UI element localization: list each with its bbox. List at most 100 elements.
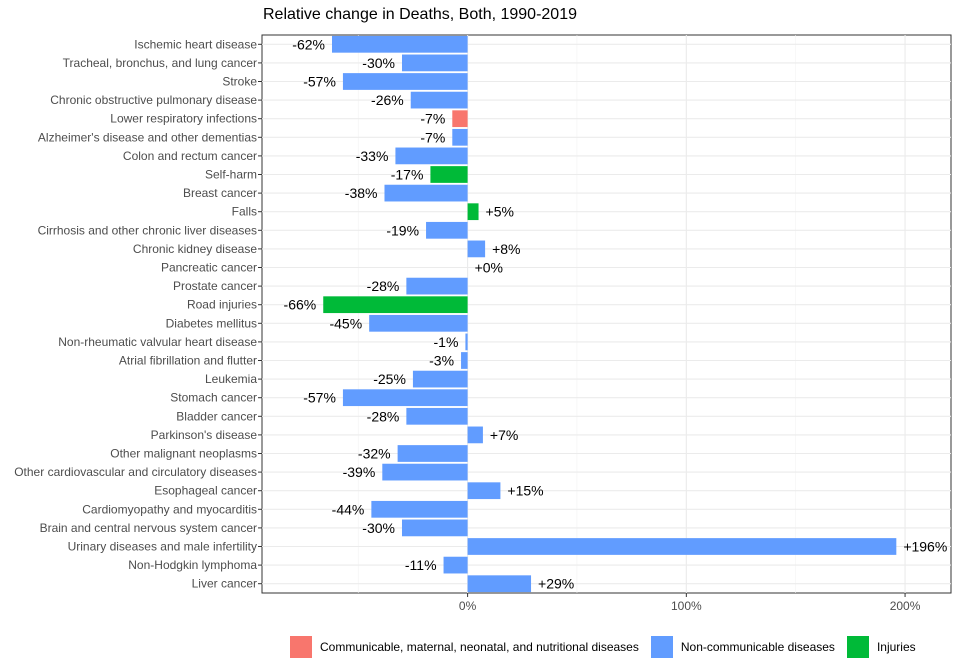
bar [467,575,532,593]
category-label: Other malignant neoplasms [110,447,257,461]
bar [443,556,468,574]
category-label: Pancreatic cancer [161,261,257,275]
data-label: +5% [486,204,514,220]
legend-item-non-communicable: Non-communicable diseases [650,636,835,658]
chart-title: Relative change in Deaths, Both, 1990-20… [263,6,577,23]
data-label: -44% [332,501,365,517]
category-label: Leukemia [205,372,257,386]
data-label: -26% [371,92,404,108]
bar [395,147,468,165]
bar [369,314,468,332]
bar [406,407,468,425]
data-label: -57% [303,74,336,90]
x-tick-label: 200% [890,599,921,613]
data-label: +8% [492,241,520,257]
data-label: +196% [903,539,947,555]
bar [401,519,468,537]
legend-label-non-communicable: Non-communicable diseases [680,640,835,654]
category-label: Self-harm [205,168,257,182]
data-label: -19% [386,222,419,238]
bar [323,296,468,314]
category-label: Esophageal cancer [154,484,257,498]
legend-swatch-communicable [290,636,312,658]
category-label: Liver cancer [192,577,257,591]
category-label: Alzheimer's disease and other dementias [38,130,257,144]
x-tick-label: 100% [671,599,702,613]
bar [426,221,468,239]
bar [382,463,468,481]
data-label: -30% [362,55,395,71]
data-label: -25% [373,371,406,387]
data-label: -28% [367,278,400,294]
data-label: -66% [284,297,317,313]
bar [371,500,468,518]
category-label: Cirrhosis and other chronic liver diseas… [38,223,257,237]
category-label: Non-Hodgkin lymphoma [128,558,257,572]
category-label: Tracheal, bronchus, and lung cancer [63,56,257,70]
bar [452,110,468,128]
category-label: Falls [232,205,257,219]
category-label: Breast cancer [183,186,257,200]
bar [331,35,468,53]
legend-label-communicable: Communicable, maternal, neonatal, and nu… [320,640,639,654]
bar [465,333,468,351]
legend-item-communicable: Communicable, maternal, neonatal, and nu… [290,636,639,658]
bar [401,54,468,72]
bar-chart: Ischemic heart disease -62% Tracheal, bron… [14,34,952,613]
bar [467,538,897,555]
category-label: Diabetes mellitus [166,316,257,330]
legend-item-injuries: Injuries [846,636,916,658]
data-label: -3% [429,353,454,369]
category-label: Prostate cancer [173,279,257,293]
bar [384,184,468,202]
bar [461,352,468,369]
data-label: -33% [356,148,389,164]
category-label: Urinary diseases and male infertility [68,540,257,554]
data-label: -7% [420,129,445,145]
legend-label-injuries: Injuries [876,640,916,654]
category-label: Bladder cancer [176,409,257,423]
data-label: -17% [391,167,424,183]
data-label: +0% [475,260,503,276]
category-label: Road injuries [187,298,257,312]
data-label: -38% [345,185,378,201]
category-label: Stomach cancer [170,391,257,405]
legend-swatch-injuries [846,636,869,658]
data-label: -11% [405,557,437,573]
legend: Communicable, maternal, neonatal, and nu… [290,634,928,660]
bar [467,240,486,258]
bar [430,166,468,183]
data-label: +15% [507,483,543,499]
data-label: +7% [490,427,518,443]
data-label: -57% [303,390,336,406]
data-label: +29% [538,576,574,592]
legend-swatch-non-communicable [650,636,673,658]
category-label: Atrial fibrillation and flutter [119,354,257,368]
bar [410,91,468,109]
bar [342,389,468,407]
category-label: Stroke [222,75,257,89]
data-label: -1% [434,334,459,350]
data-label: -7% [420,111,445,127]
data-label: -32% [358,446,391,462]
category-label: Colon and rectum cancer [123,149,257,163]
category-label: Brain and central nervous system cancer [40,521,257,535]
bar [452,128,468,146]
x-tick-label: 0% [459,599,477,613]
category-label: Chronic obstructive pulmonary disease [50,93,257,107]
data-label: -62% [292,36,325,52]
bar [397,445,468,462]
category-label: Chronic kidney disease [133,242,257,256]
category-label: Non-rheumatic valvular heart disease [58,335,257,349]
data-label: -39% [343,464,376,480]
category-label: Lower respiratory infections [110,112,257,126]
bar [467,426,483,444]
bar [342,73,468,90]
bar [467,203,479,221]
category-label: Parkinson's disease [151,428,258,442]
data-label: -30% [362,520,395,536]
bar [412,370,468,388]
category-label: Ischemic heart disease [134,37,257,51]
data-label: -28% [367,408,400,424]
category-label: Cardiomyopathy and myocarditis [82,502,257,516]
